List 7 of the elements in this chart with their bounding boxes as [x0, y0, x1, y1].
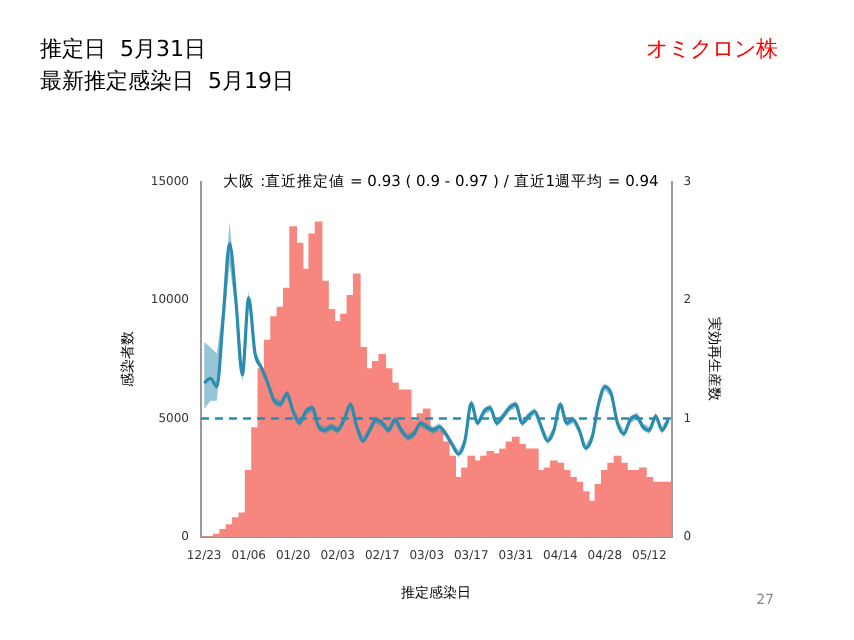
bar	[556, 462, 565, 537]
chart-title: 推定日 5月31日	[40, 34, 206, 64]
bar	[467, 455, 476, 537]
chart-subtitle: 最新推定感染日 5月19日	[40, 66, 294, 96]
bar	[486, 450, 495, 537]
bar	[626, 469, 635, 537]
text: オミクロン株	[646, 34, 778, 64]
